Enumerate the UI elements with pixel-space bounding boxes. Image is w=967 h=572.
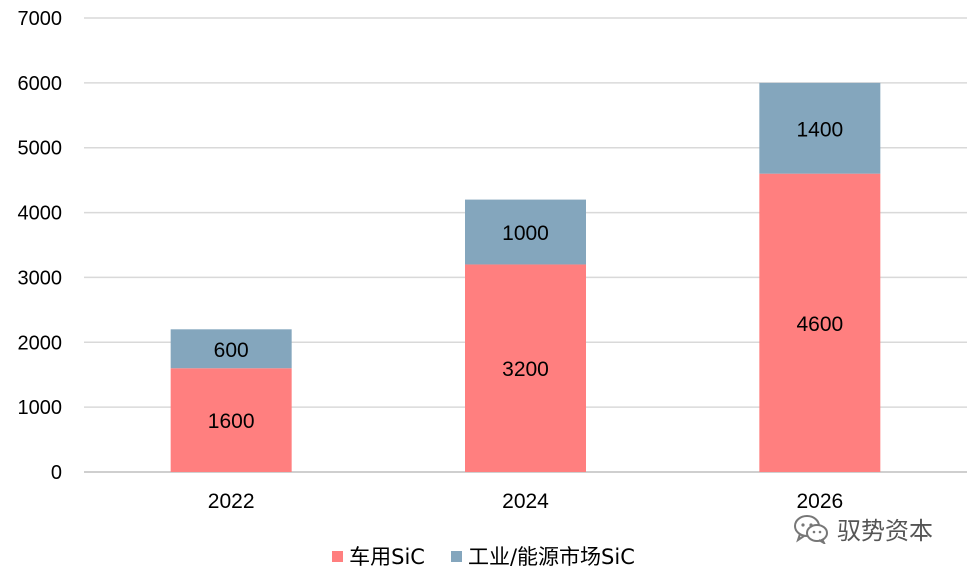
bar-2024-series-0 (465, 264, 586, 472)
bar-2024-series-1 (465, 199, 586, 265)
bar-2022-series-1 (170, 329, 292, 369)
legend-item-series-0: 车用SiC (332, 541, 425, 571)
x-tick-label: 2026 (796, 490, 843, 513)
legend-swatch-series-0 (332, 550, 344, 562)
wechat-icon (793, 514, 829, 546)
legend-label-series-1: 工业/能源市场SiC (467, 545, 635, 569)
y-tick-label: 0 (51, 462, 62, 484)
data-label: 600 (214, 339, 249, 362)
bar-2022-series-0 (170, 368, 292, 472)
y-tick-label: 4000 (18, 203, 63, 225)
bar-2026-series-0 (759, 173, 881, 472)
y-tick-label: 5000 (18, 138, 63, 160)
bar-2026-series-1 (759, 82, 881, 174)
legend-item-series-1: 工业/能源市场SiC (450, 541, 635, 571)
y-tick-label: 3000 (18, 267, 63, 289)
y-tick-label: 7000 (18, 8, 63, 30)
watermark-text: 驭势资本 (837, 517, 933, 545)
watermark: 驭势资本 (793, 511, 933, 546)
data-label: 1600 (208, 410, 255, 433)
legend: 车用SiC 工业/能源市场SiC (0, 542, 967, 570)
y-tick-label: 6000 (18, 73, 63, 95)
y-tick-label: 1000 (18, 397, 63, 419)
x-tick-label: 2024 (502, 490, 549, 513)
data-label: 4600 (796, 313, 843, 336)
data-label: 3200 (502, 358, 549, 381)
y-tick-label: 2000 (18, 332, 63, 354)
x-tick-label: 2022 (208, 490, 255, 513)
data-label: 1400 (796, 118, 843, 141)
data-label: 1000 (502, 222, 549, 245)
legend-swatch-series-1 (450, 550, 462, 562)
legend-label-series-0: 车用SiC (349, 545, 425, 569)
